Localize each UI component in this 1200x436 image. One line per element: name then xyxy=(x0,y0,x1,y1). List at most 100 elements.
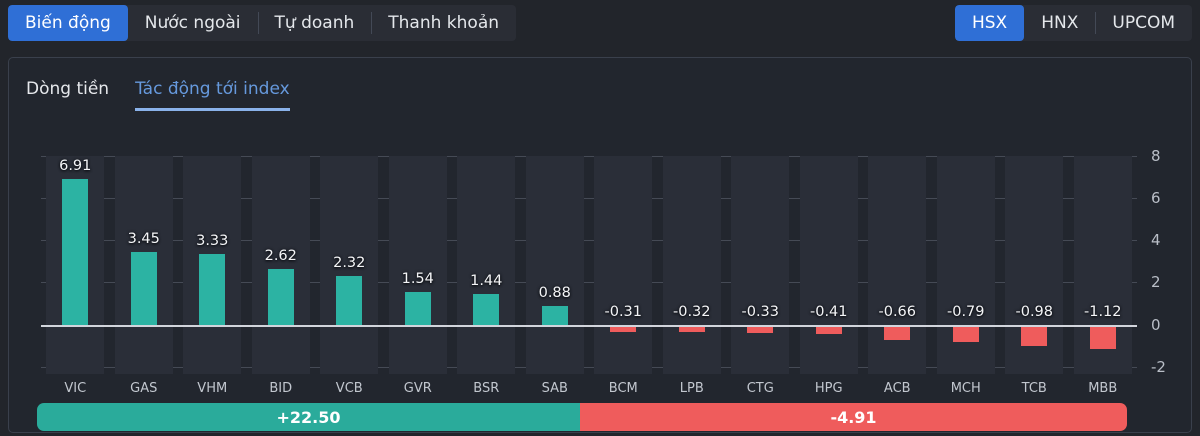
tab-thanh-khoan[interactable]: Thanh khoản xyxy=(371,5,516,41)
ticker-label: MCH xyxy=(950,381,981,396)
bar-value-label: 2.32 xyxy=(333,254,366,271)
impact-bar xyxy=(541,306,568,325)
chart-column: 0.88 xyxy=(521,156,590,374)
column-band xyxy=(320,156,379,374)
chart-column: -0.33 xyxy=(726,156,795,374)
bar-value-label: 0.88 xyxy=(538,285,571,302)
bar-value-label: -0.79 xyxy=(946,303,985,320)
tab-tu-doanh[interactable]: Tự doanh xyxy=(257,5,372,41)
impact-bar xyxy=(1021,325,1048,347)
ticker-label: TCB xyxy=(1021,381,1047,396)
ticker-label: HPG xyxy=(814,381,843,396)
exchange-tabs: HSX HNX UPCOM xyxy=(954,5,1192,41)
impact-bar xyxy=(747,325,774,333)
ticker-label: BCM xyxy=(608,381,638,396)
plot-area: 6.91 3.45 3.33 2.62 2.32 1.54 1.44 0.88 -0.31 -0.… xyxy=(41,156,1137,374)
bar-value-label: 3.33 xyxy=(196,233,229,250)
impact-bar xyxy=(678,325,705,333)
impact-bar xyxy=(815,325,842,335)
summary-positive-segment: +22.50 xyxy=(37,403,580,431)
impact-panel: Dòng tiền Tác động tới index 8 6 4 2 0 -2 6.9… xyxy=(8,57,1192,433)
tab-nuoc-ngoai[interactable]: Nước ngoài xyxy=(144,13,241,33)
impact-bar xyxy=(952,325,979,343)
column-band xyxy=(388,156,447,374)
bar-value-label: -0.66 xyxy=(878,303,917,320)
impact-bar xyxy=(1089,325,1116,350)
chart-column: -1.12 xyxy=(1069,156,1138,374)
y-axis-label: 2 xyxy=(1151,273,1161,292)
bar-value-label: -0.41 xyxy=(809,303,848,320)
chart-column: 1.54 xyxy=(384,156,453,374)
chart-column: 3.33 xyxy=(178,156,247,374)
impact-bar xyxy=(62,178,89,325)
panel-sub-tabs: Dòng tiền Tác động tới index xyxy=(9,58,1191,111)
ticker-label: BSR xyxy=(473,381,500,396)
subtab-tac-dong-toi-index[interactable]: Tác động tới index xyxy=(135,79,290,111)
gridline xyxy=(41,240,1137,242)
tab-upcom[interactable]: UPCOM xyxy=(1095,5,1192,41)
chart-column: -0.32 xyxy=(658,156,727,374)
impact-bar xyxy=(336,275,363,325)
gridline xyxy=(41,156,1137,157)
bar-value-label: 3.45 xyxy=(127,230,160,247)
y-axis-label: 6 xyxy=(1151,189,1161,208)
bar-value-label: 2.62 xyxy=(264,248,297,265)
impact-chart: 8 6 4 2 0 -2 6.91 3.45 3.33 2.62 2.32 1.54 1.44 0.88… xyxy=(9,58,1191,432)
column-band xyxy=(868,156,927,374)
bar-value-label: 6.91 xyxy=(59,157,92,174)
bar-value-label: -0.98 xyxy=(1015,303,1054,320)
column-band xyxy=(457,156,516,374)
tab-hsx[interactable]: HSX xyxy=(954,5,1025,41)
summary-negative-segment: -4.91 xyxy=(580,403,1127,431)
ticker-label: MBB xyxy=(1088,381,1118,396)
column-band xyxy=(251,156,310,374)
impact-bar xyxy=(130,251,157,325)
bar-value-label: -0.33 xyxy=(741,303,780,320)
tab-bien-dong[interactable]: Biến động xyxy=(8,5,128,41)
ticker-label: GAS xyxy=(130,381,158,396)
chart-column: 2.32 xyxy=(315,156,384,374)
y-axis-label: 0 xyxy=(1151,315,1161,334)
y-axis-label: 8 xyxy=(1151,147,1161,165)
chart-column: -0.79 xyxy=(932,156,1001,374)
impact-bar xyxy=(473,294,500,325)
column-band xyxy=(594,156,653,374)
zero-line xyxy=(41,324,1137,327)
impact-bar xyxy=(884,325,911,340)
bar-value-label: 1.44 xyxy=(470,273,503,290)
chart-column: -0.66 xyxy=(863,156,932,374)
bar-value-label: 1.54 xyxy=(401,271,434,288)
chart-column: 3.45 xyxy=(110,156,179,374)
ticker-label: VCB xyxy=(335,381,363,396)
market-view-tabs: Biến động Nước ngoài Tự doanh Thanh khoả… xyxy=(8,5,517,41)
ticker-label: VHM xyxy=(197,381,228,396)
y-axis-label: -2 xyxy=(1151,357,1166,376)
ticker-label: VIC xyxy=(64,381,87,396)
column-band xyxy=(662,156,721,374)
ticker-label: GVR xyxy=(403,381,432,396)
bar-value-label: -1.12 xyxy=(1083,303,1122,320)
chart-column: -0.41 xyxy=(795,156,864,374)
impact-bar xyxy=(404,292,431,325)
bar-value-label: -0.32 xyxy=(672,303,711,320)
subtab-dong-tien[interactable]: Dòng tiền xyxy=(26,79,110,99)
x-axis-tickers: VIC GAS VHM BID VCB GVR BSR SAB BCM LPB CTG HPG ACB M… xyxy=(41,381,1137,396)
impact-bar xyxy=(267,269,294,325)
ticker-label: BID xyxy=(269,381,293,396)
gridline xyxy=(41,366,1137,368)
tab-hnx[interactable]: HNX xyxy=(1041,13,1079,33)
gridline xyxy=(41,198,1137,200)
ticker-label: LPB xyxy=(679,381,704,396)
impact-bar xyxy=(610,325,637,333)
gridline xyxy=(41,282,1137,284)
ticker-label: CTG xyxy=(746,381,774,396)
ticker-label: ACB xyxy=(883,381,911,396)
impact-bar xyxy=(199,254,226,325)
chart-column: 2.62 xyxy=(247,156,316,374)
column-band xyxy=(525,156,584,374)
ticker-label: SAB xyxy=(541,381,568,396)
chart-column: 1.44 xyxy=(452,156,521,374)
chart-column: -0.31 xyxy=(589,156,658,374)
column-band xyxy=(731,156,790,374)
summary-bar: +22.50 -4.91 xyxy=(37,403,1127,431)
